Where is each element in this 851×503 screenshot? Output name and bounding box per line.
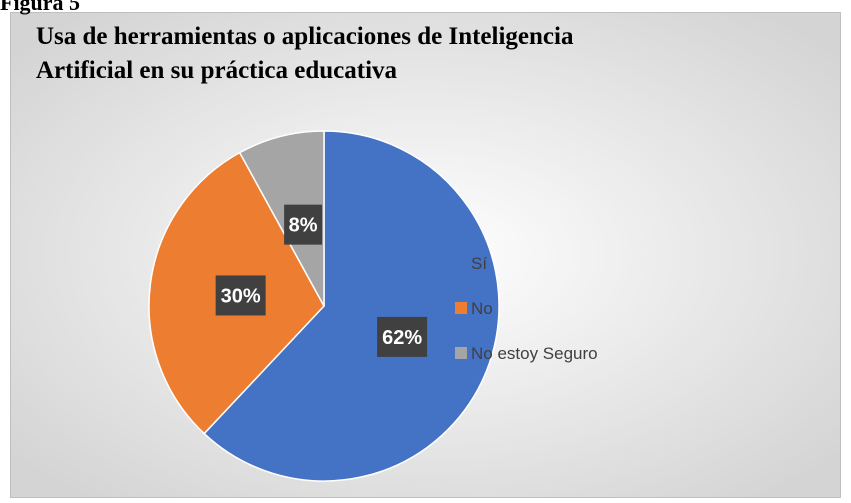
pie-slice xyxy=(203,130,500,482)
data-label-box xyxy=(377,316,428,357)
chart-title: Usa de herramientas o aplicaciones de In… xyxy=(36,23,574,50)
figure-caption: Figura 5 xyxy=(0,0,80,15)
legend-swatch xyxy=(455,347,467,359)
legend-swatch xyxy=(455,302,467,314)
data-label-box xyxy=(284,204,323,245)
data-label-box xyxy=(215,275,266,316)
legend-label: Sí xyxy=(471,254,487,273)
legend-label: No estoy Seguro xyxy=(471,344,598,363)
legend-label: No xyxy=(471,299,493,318)
data-label: 8% xyxy=(289,215,318,237)
legend-swatch xyxy=(455,257,467,269)
pie-slice xyxy=(238,130,325,307)
data-label: 62% xyxy=(382,327,422,349)
chart-title: Artificial en su práctica educativa xyxy=(36,57,398,84)
data-label: 30% xyxy=(221,285,261,307)
